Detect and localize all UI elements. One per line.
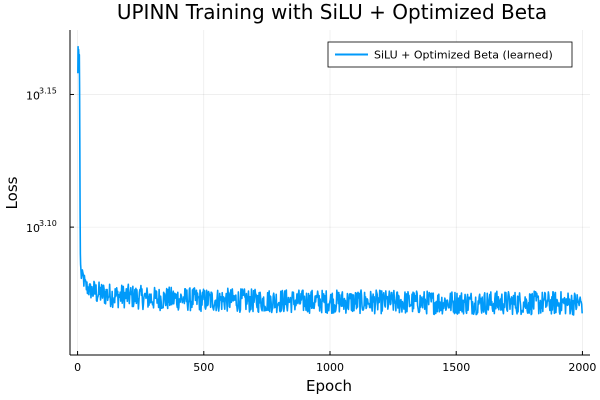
legend-box xyxy=(327,41,573,68)
legend-label: SiLU + Optimized Beta (learned) xyxy=(374,49,553,62)
grid xyxy=(70,30,590,355)
x-tick-label: 2000 xyxy=(568,361,596,374)
y-tick-base: 10 xyxy=(26,89,40,102)
x-tick-label: 1500 xyxy=(442,361,470,374)
series-line-silu-optimized-beta xyxy=(77,45,583,316)
x-tick-label: 0 xyxy=(74,361,81,374)
x-axis-label: Epoch xyxy=(306,377,352,395)
x-tick-label: 1000 xyxy=(316,361,344,374)
y-tick-exponent: 3.15 xyxy=(39,86,57,95)
x-tick-label: 500 xyxy=(193,361,214,374)
y-axis-label: Loss xyxy=(3,176,21,209)
y-tick-base: 10 xyxy=(26,222,40,235)
y-tick-exponent: 3.10 xyxy=(39,219,57,228)
series-layer xyxy=(77,45,583,316)
legend: SiLU + Optimized Beta (learned) xyxy=(327,41,573,68)
chart-title: UPINN Training with SiLU + Optimized Bet… xyxy=(117,0,547,24)
